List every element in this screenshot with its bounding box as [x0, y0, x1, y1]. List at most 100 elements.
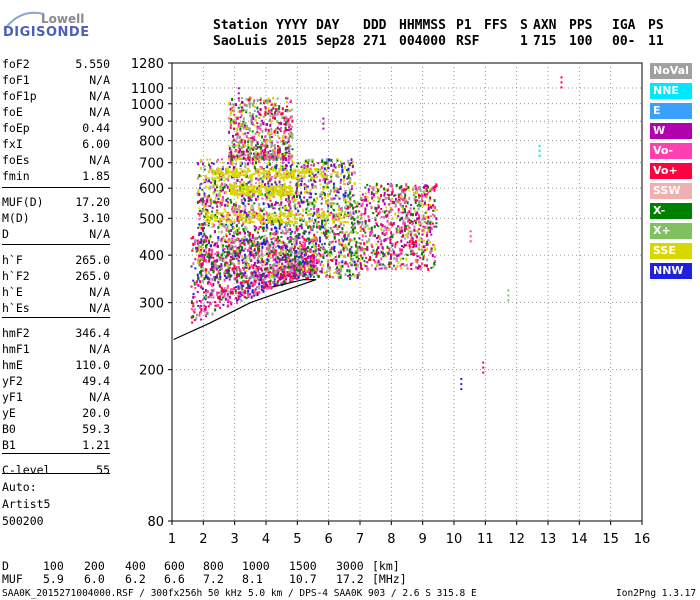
echo-point: [265, 224, 268, 227]
echo-point: [352, 206, 355, 210]
echo-point: [432, 209, 435, 212]
echo-point: [192, 302, 195, 305]
echo-point: [259, 225, 262, 228]
echo-point: [234, 144, 237, 147]
echo-point: [380, 239, 383, 242]
echo-point: [327, 259, 330, 263]
echo-point: [223, 185, 226, 189]
echo-point: [303, 196, 306, 199]
echo-point: [238, 174, 242, 177]
echo-point: [292, 264, 295, 268]
echo-point: [334, 225, 337, 227]
echo-point: [330, 158, 333, 162]
echo-point: [283, 253, 286, 257]
echo-point: [418, 243, 421, 247]
echo-point: [214, 264, 217, 268]
echo-point: [264, 106, 267, 109]
echo-point: [321, 216, 325, 219]
echo-point: [248, 287, 251, 290]
echo-point: [241, 237, 244, 240]
echo-point: [251, 290, 254, 294]
echo-point: [415, 244, 418, 248]
echo-point: [195, 246, 198, 250]
echo-point: [312, 204, 315, 207]
echo-point: [294, 270, 296, 274]
echo-point: [295, 237, 298, 241]
echo-point: [271, 153, 273, 156]
echo-point: [244, 198, 246, 202]
echo-point: [291, 132, 294, 136]
echo-point: [221, 246, 224, 250]
echo-point: [300, 226, 303, 230]
echo-point: [382, 263, 385, 266]
echo-point: [424, 225, 427, 229]
echo-point: [277, 235, 279, 239]
echo-point: [327, 167, 330, 169]
header-value: 1: [520, 34, 528, 49]
echo-point: [295, 165, 298, 168]
echo-point: [425, 184, 428, 188]
echo-point: [334, 194, 337, 197]
echo-point: [314, 180, 317, 183]
echo-point: [244, 296, 247, 299]
echo-point: [403, 200, 406, 203]
echo-point: [391, 267, 394, 271]
echo-point: [279, 221, 283, 224]
echo-point: [319, 246, 322, 249]
echo-point: [256, 156, 259, 160]
echo-point: [251, 135, 254, 138]
echo-point: [270, 103, 273, 106]
echo-point: [269, 153, 272, 156]
echo-point: [225, 214, 229, 217]
echo-point: [294, 221, 298, 224]
echo-point: [231, 248, 234, 251]
echo-point: [342, 180, 345, 183]
echo-point: [262, 115, 265, 118]
echo-point: [371, 196, 374, 200]
y-tick-label: 500: [139, 212, 164, 227]
echo-point: [399, 257, 402, 261]
echo-point: [281, 221, 285, 224]
echo-point: [361, 199, 364, 202]
echo-point: [361, 222, 364, 226]
header-label: S: [520, 18, 528, 33]
echo-point: [220, 253, 223, 257]
echo-point: [300, 273, 303, 276]
echo-point: [427, 243, 430, 246]
echo-point: [308, 261, 311, 265]
echo-point: [259, 274, 262, 278]
echo-point: [279, 277, 282, 281]
echo-point: [237, 297, 240, 301]
echo-point: [266, 266, 269, 270]
echo-point: [239, 205, 241, 209]
echo-point: [349, 274, 351, 277]
echo-point: [270, 127, 273, 131]
echo-point: [306, 275, 309, 278]
echo-point: [258, 249, 261, 253]
echo-point: [337, 165, 340, 168]
param-name: h`Es: [2, 301, 30, 315]
echo-point: [248, 253, 251, 257]
x-tick-label: 6: [325, 532, 333, 547]
echo-point: [191, 249, 194, 252]
echo-point: [303, 270, 306, 273]
param-value: 1.21: [82, 438, 110, 452]
echo-point: [223, 288, 226, 291]
echo-point: [424, 211, 427, 214]
param-row: fmin 1.85: [2, 169, 110, 184]
echo-point: [280, 252, 283, 255]
echo-point: [282, 172, 286, 175]
echo-point: [302, 270, 305, 274]
echo-point: [317, 162, 320, 165]
echo-point: [259, 177, 262, 180]
echo-point: [265, 157, 268, 160]
echo-point: [244, 260, 247, 264]
echo-point: [282, 176, 286, 179]
echo-point: [195, 282, 197, 286]
echo-point: [349, 238, 352, 242]
echo-point: [364, 195, 367, 198]
echo-point: [316, 238, 319, 242]
echo-point: [257, 206, 260, 210]
echo-point: [351, 164, 354, 168]
echo-point: [391, 188, 394, 192]
